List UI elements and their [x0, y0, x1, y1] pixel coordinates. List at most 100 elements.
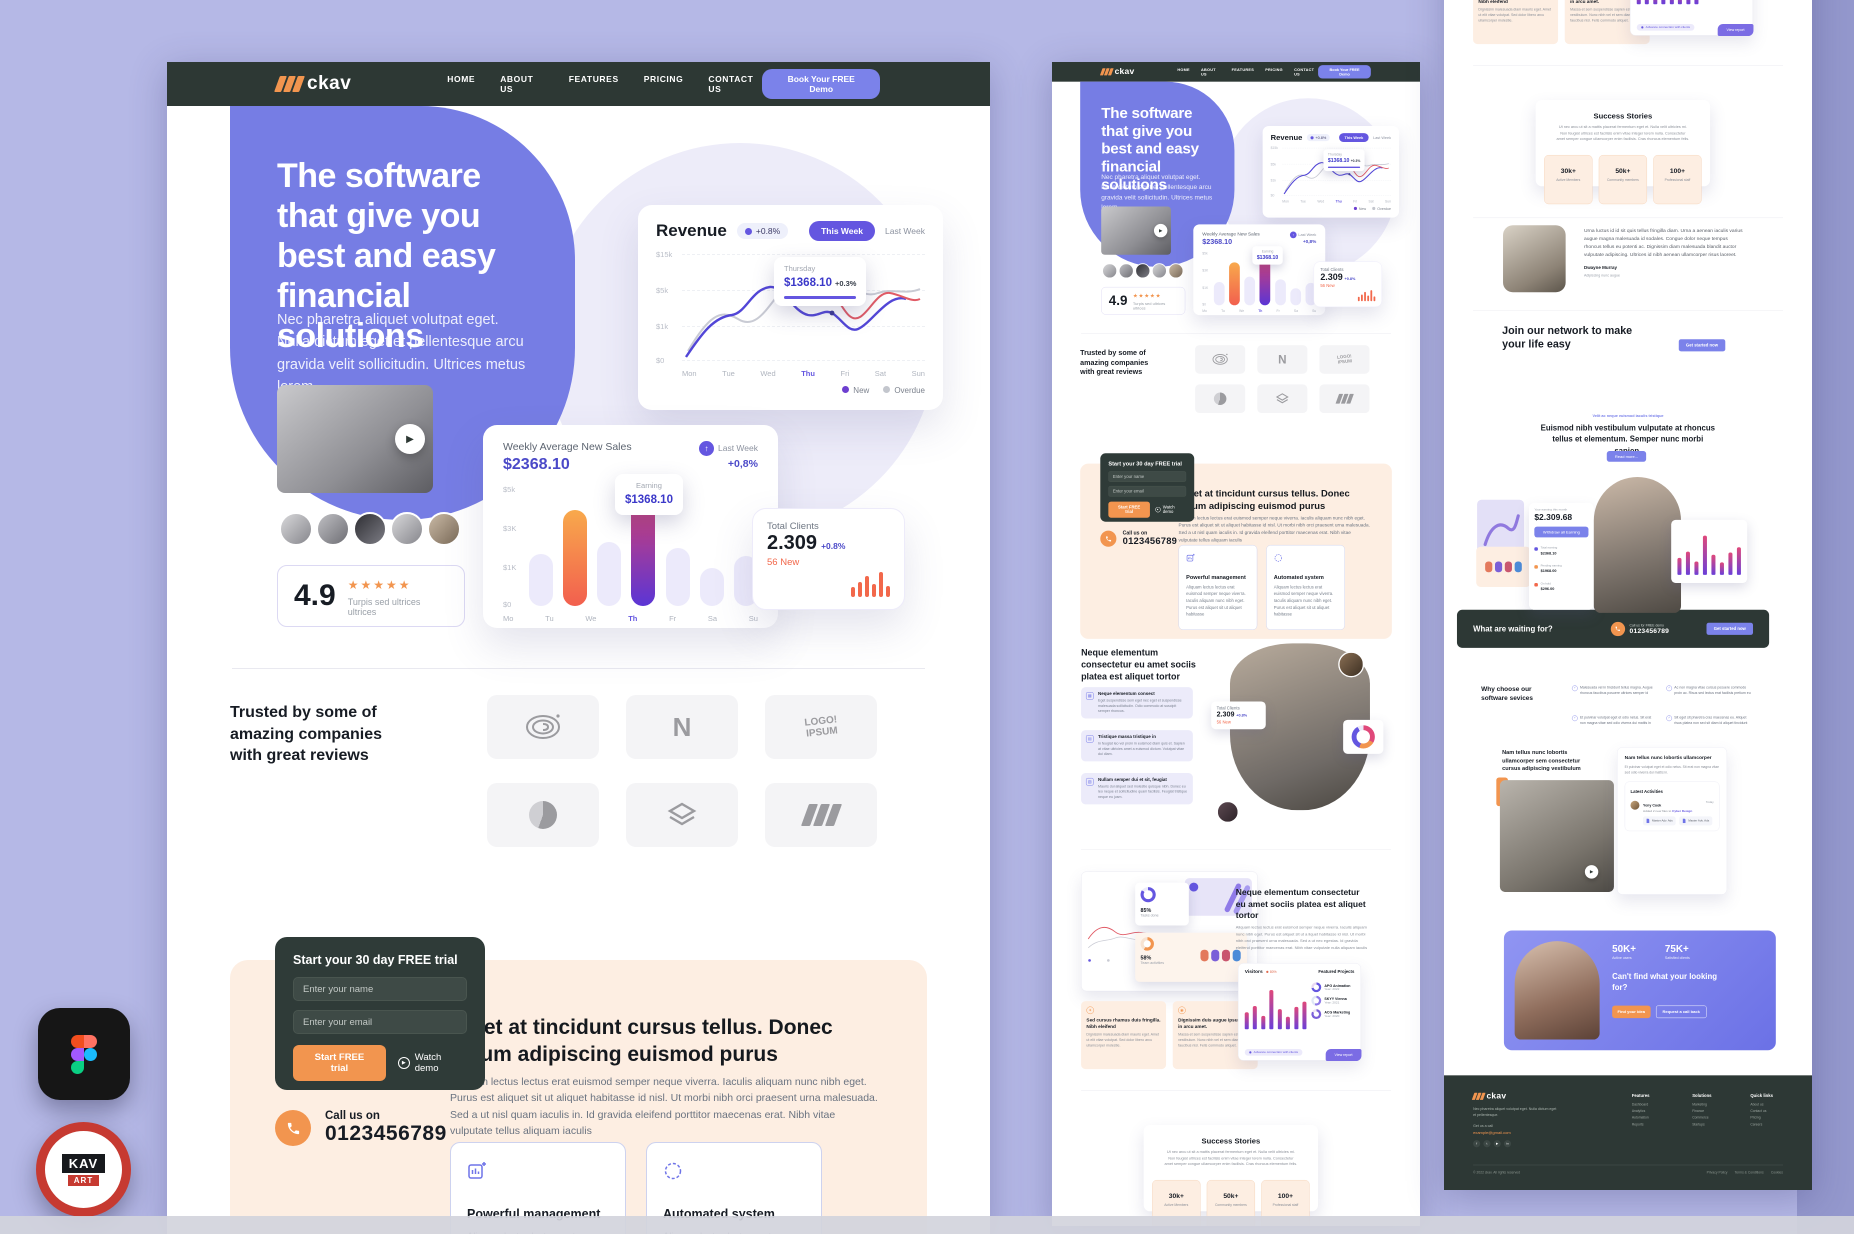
watch-demo-link[interactable]: ▶ Watch demo: [397, 1052, 467, 1074]
start-trial-button[interactable]: Start FREE trial: [293, 1045, 386, 1081]
file-chip[interactable]: Master Adv. Ads: [1643, 816, 1676, 826]
join-title: Join our network to make your life easy: [1502, 324, 1633, 350]
hero-video-thumbnail[interactable]: ▶: [1101, 206, 1171, 255]
neque-item-2[interactable]: ▤ Tristique massa tristique in In feugiat…: [1081, 730, 1193, 762]
hero-title: The software that give you best and easy…: [1101, 104, 1199, 194]
badge-dot: [1310, 136, 1314, 140]
privacy-link[interactable]: Privacy Policy: [1706, 1170, 1728, 1175]
nav-item-home[interactable]: HOME: [1177, 67, 1190, 72]
bar: [1364, 291, 1366, 302]
artboard-hero: ckav HOME ABOUT US FEATURES PRICING CONT…: [167, 62, 990, 1234]
footer-email[interactable]: example@gmail.com: [1473, 1130, 1511, 1135]
bar: [665, 548, 690, 606]
kav-art-badge[interactable]: KAV ART: [36, 1122, 131, 1217]
linkedin-icon[interactable]: in: [1503, 1140, 1512, 1148]
company-logos: N LOGO! IPSUM: [487, 695, 877, 847]
bar: [858, 582, 862, 597]
cookies-link[interactable]: Cookies: [1770, 1170, 1783, 1175]
hero-video-thumbnail[interactable]: ▶: [277, 385, 433, 493]
tab-this-week[interactable]: This Week: [809, 221, 875, 241]
mini-bar-chart: [1677, 532, 1741, 575]
test imonial-role: Adipiscing nunc augue: [1583, 273, 1620, 278]
view-report-button[interactable]: View report: [1717, 23, 1754, 37]
avatar: [1135, 263, 1151, 279]
neque-item-1[interactable]: ▦ Neque elementum consect Eget suspendiss…: [1081, 687, 1193, 719]
customer-avatars: [1102, 263, 1184, 279]
nav-item-pricing[interactable]: PRICING: [1265, 67, 1283, 72]
find-idea-button[interactable]: Find your idea: [1612, 1005, 1651, 1019]
weekly-title: Weekly Average New Sales: [1202, 231, 1260, 237]
facebook-icon[interactable]: f: [1473, 1140, 1481, 1148]
view-report-button[interactable]: View report: [1325, 1048, 1362, 1062]
play-button[interactable]: ▶: [1153, 223, 1168, 238]
tab-last-week[interactable]: Last Week: [1373, 135, 1391, 140]
youtube-icon[interactable]: ▶: [1493, 1140, 1501, 1148]
phone-number[interactable]: 0123456789: [1122, 536, 1178, 547]
nav-item-pricing[interactable]: PRICING: [643, 74, 684, 84]
play-button[interactable]: ▶: [395, 424, 425, 454]
company-logo-slashes: [1319, 384, 1370, 414]
bar: [699, 568, 724, 606]
file-chip[interactable]: Master Adv. Ads: [1679, 816, 1713, 826]
trial-form: Start your 30 day FREE trial Start FREE …: [1100, 453, 1195, 522]
brand-logo[interactable]: ckav: [1099, 67, 1134, 77]
testimonial-name: Dwayne Murray: [1583, 265, 1618, 271]
company-logo-ipsum: LOGO! IPSUM: [1319, 345, 1370, 374]
bar: [1305, 282, 1317, 306]
band-get-started-button[interactable]: Get started now: [1706, 622, 1754, 635]
book-demo-button[interactable]: Book Your FREE Demo: [762, 69, 880, 99]
weekly-title: Weekly Average New Sales: [503, 441, 632, 453]
waiting-phone[interactable]: 0123456789: [1629, 627, 1670, 635]
copyright: © 2022 ckav. All rights reserved: [1473, 1170, 1521, 1175]
email-input[interactable]: [293, 1010, 467, 1034]
brand-logo[interactable]: ckav: [274, 73, 351, 95]
avatar-floating-top: [1338, 651, 1365, 678]
team-video-photo[interactable]: ▶: [1499, 780, 1614, 892]
email-input[interactable]: [1108, 485, 1187, 497]
revenue-tooltip: Thursday $1368.10+0.3%: [774, 257, 867, 306]
kav-label: KAV: [61, 1153, 106, 1173]
terms-link[interactable]: Terms & Conditions: [1734, 1170, 1764, 1175]
revenue-badge: +0.8%: [736, 223, 789, 239]
name-input[interactable]: [1108, 471, 1187, 482]
trial-title: Start your 30 day FREE trial: [1108, 460, 1182, 467]
nav-item-about[interactable]: ABOUT US: [500, 74, 534, 94]
clients-mini-bars: [1357, 290, 1376, 302]
nav-item-contact[interactable]: CONTACT US: [708, 74, 754, 94]
dashboard-heading: Neque elementum consectetur eu amet soci…: [1235, 887, 1366, 921]
visitors-card: Visitors 80% Featured Projects APG Anima…: [1238, 963, 1362, 1062]
neque-item-3[interactable]: ▧ Nullam semper dui et sit, feugiat Mauri…: [1081, 773, 1193, 805]
watch-demo-link[interactable]: ▶ Watch demo: [1155, 504, 1175, 515]
figma-app-icon[interactable]: [38, 1008, 130, 1100]
logo-slashes-icon: [1099, 68, 1114, 76]
nav-item-features[interactable]: FEATURES: [1231, 67, 1255, 72]
book-demo-button[interactable]: Book Your FREE Demo: [1318, 65, 1371, 79]
avatar: [427, 512, 461, 546]
company-logo-pie: [487, 783, 599, 847]
badge-dot: [744, 227, 752, 235]
start-trial-button[interactable]: Start FREE trial: [1108, 501, 1150, 518]
clients-mini-bars: [851, 571, 890, 597]
revenue-chart: $15k $5k $1k $0 Thursday $1368.10+0.3%: [1271, 146, 1391, 198]
activity-link[interactable]: Cyber Design: [1672, 809, 1693, 813]
get-started-button[interactable]: Get started now: [1678, 339, 1726, 352]
name-input[interactable]: [293, 977, 467, 1001]
nav-item-features[interactable]: FEATURES: [568, 74, 619, 84]
tab-this-week[interactable]: This Week: [1339, 133, 1369, 143]
nav-item-home[interactable]: HOME: [447, 74, 476, 84]
twitter-icon[interactable]: t: [1483, 1140, 1491, 1148]
footer-bottom: © 2022 ckav. All rights reserved Privacy…: [1473, 1164, 1783, 1175]
tab-last-week[interactable]: Last Week: [884, 226, 925, 236]
phone-number[interactable]: 0123456789: [325, 1122, 447, 1145]
nav-item-contact[interactable]: CONTACT US: [1294, 67, 1315, 77]
company-logo-ipsum: LOGO! IPSUM: [765, 695, 877, 759]
withdraw-button[interactable]: Withdraw all Earning: [1534, 526, 1589, 538]
weekly-value: $2368.10: [1202, 238, 1233, 246]
read-more-button[interactable]: Read more...: [1606, 451, 1647, 462]
weekly-bars: [529, 488, 758, 606]
visitors-bars: [1636, 0, 1699, 5]
avatar: [1630, 800, 1640, 810]
nav-item-about[interactable]: ABOUT US: [1201, 67, 1216, 77]
request-call-button[interactable]: Request a call back: [1655, 1005, 1707, 1019]
play-button[interactable]: ▶: [1584, 865, 1599, 879]
